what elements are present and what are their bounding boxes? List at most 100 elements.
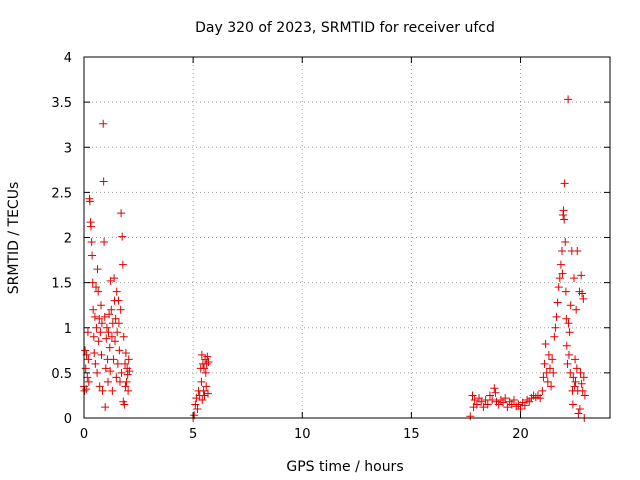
chart-title: Day 320 of 2023, SRMTID for receiver ufc… — [195, 20, 495, 36]
data-point — [562, 341, 571, 350]
data-point — [107, 332, 116, 341]
data-point — [97, 301, 106, 310]
data-point — [564, 350, 573, 359]
data-point — [93, 368, 102, 377]
data-point — [575, 404, 584, 413]
grid-lines — [84, 57, 610, 418]
data-point — [574, 409, 583, 418]
x-tick-label: 10 — [294, 427, 311, 442]
data-point — [539, 373, 548, 382]
x-tick-label: 5 — [189, 427, 197, 442]
data-point — [563, 359, 572, 368]
data-point — [84, 377, 93, 386]
data-point — [579, 294, 588, 303]
data-point — [193, 404, 202, 413]
data-point — [576, 368, 585, 377]
data-point — [92, 323, 101, 332]
data-point — [99, 177, 108, 186]
data-point — [556, 260, 565, 269]
data-point — [201, 368, 210, 377]
data-point — [509, 395, 518, 404]
data-point — [104, 328, 113, 337]
data-point — [499, 398, 508, 407]
data-point — [197, 350, 206, 359]
data-point — [554, 283, 563, 292]
data-point — [200, 391, 209, 400]
data-point — [516, 404, 525, 413]
data-point — [580, 391, 589, 400]
data-point — [571, 355, 580, 364]
y-tick-label: 1 — [64, 322, 72, 337]
data-point — [121, 382, 130, 391]
data-point — [110, 274, 119, 283]
data-point — [203, 389, 212, 398]
data-point — [564, 319, 573, 328]
data-point — [560, 179, 569, 188]
data-point — [112, 287, 121, 296]
data-point — [91, 359, 100, 368]
data-point — [549, 368, 558, 377]
data-point — [101, 364, 110, 373]
data-point — [96, 328, 105, 337]
data-point — [566, 301, 575, 310]
x-tick-label: 20 — [512, 427, 529, 442]
data-point — [560, 215, 569, 224]
y-tick-label: 2.5 — [51, 186, 72, 201]
data-point — [569, 274, 578, 283]
data-point — [547, 382, 556, 391]
data-point — [202, 359, 211, 368]
data-point — [124, 355, 133, 364]
data-point — [85, 197, 94, 206]
data-point — [494, 400, 503, 409]
data-point — [109, 355, 118, 364]
data-point — [95, 382, 104, 391]
data-point — [113, 328, 122, 337]
data-point — [191, 400, 200, 409]
data-point — [95, 314, 104, 323]
data-point — [488, 395, 497, 404]
data-point — [490, 384, 499, 393]
data-point — [566, 368, 575, 377]
data-point — [198, 395, 207, 404]
data-point — [540, 359, 549, 368]
data-point — [102, 334, 111, 343]
data-point — [570, 382, 579, 391]
data-point — [114, 319, 123, 328]
data-point — [101, 403, 110, 412]
data-point — [551, 323, 560, 332]
data-point — [102, 323, 111, 332]
y-tick-label: 2 — [64, 232, 72, 247]
plot-frame — [83, 56, 611, 419]
data-point — [466, 412, 475, 421]
data-point — [87, 238, 96, 247]
data-point — [543, 377, 552, 386]
data-point — [578, 386, 587, 395]
data-point — [94, 337, 103, 346]
data-point — [100, 238, 109, 247]
data-point — [514, 400, 523, 409]
data-point — [568, 400, 577, 409]
data-point — [202, 382, 211, 391]
data-point — [472, 400, 481, 409]
data-point — [97, 319, 106, 328]
data-point — [108, 386, 117, 395]
data-point — [124, 386, 133, 395]
data-points — [80, 95, 589, 422]
data-point — [94, 287, 103, 296]
y-tick-label: 1.5 — [51, 277, 72, 292]
data-point — [520, 401, 529, 410]
data-point — [125, 367, 134, 376]
data-point — [559, 206, 568, 215]
data-point — [553, 298, 562, 307]
data-point — [88, 278, 97, 287]
data-point — [572, 364, 581, 373]
data-point — [81, 346, 90, 355]
data-point — [122, 377, 131, 386]
data-point — [113, 359, 122, 368]
data-point — [572, 305, 581, 314]
data-point — [536, 394, 545, 403]
data-point — [558, 269, 567, 278]
y-tick-label: 3 — [64, 141, 72, 156]
data-point — [119, 332, 128, 341]
data-point — [561, 287, 570, 296]
